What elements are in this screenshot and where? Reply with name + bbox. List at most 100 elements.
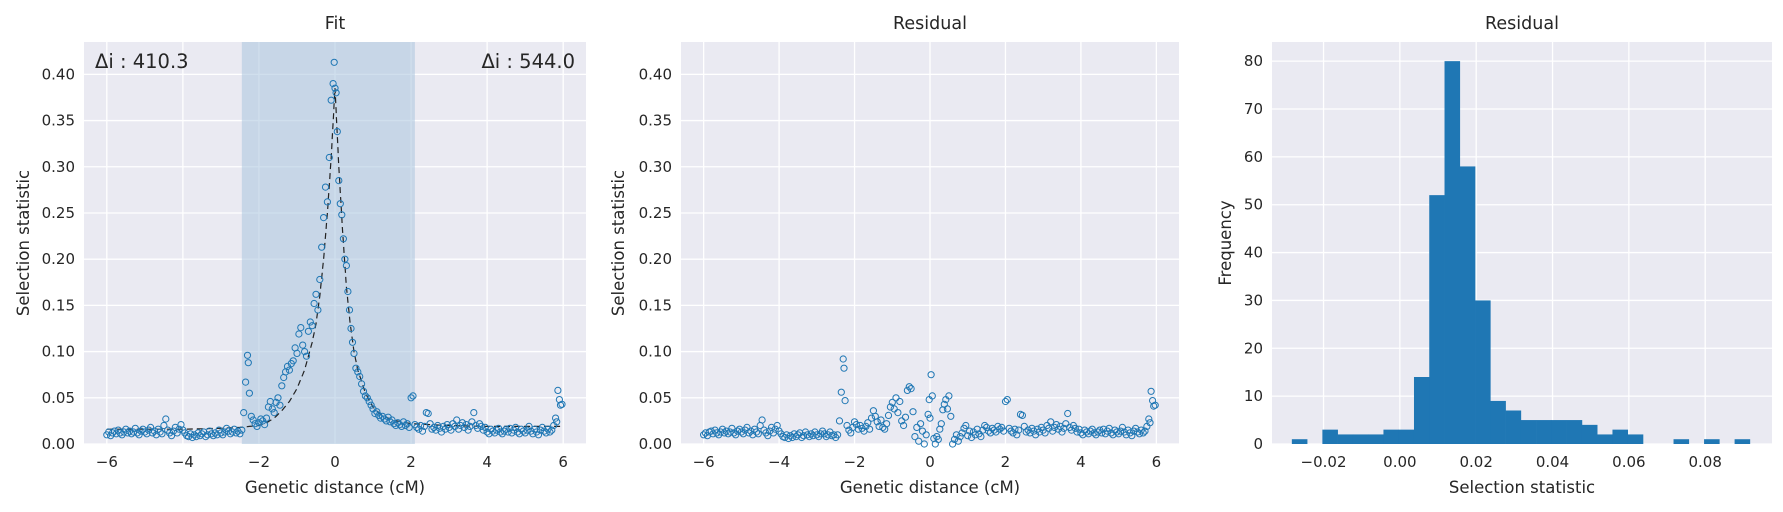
data-point xyxy=(918,427,927,435)
histogram-bar xyxy=(1429,195,1445,444)
data-point xyxy=(553,418,561,426)
data-point xyxy=(1058,428,1066,436)
data-point xyxy=(886,403,895,411)
y-tick-label: 30 xyxy=(1244,291,1263,309)
data-point xyxy=(329,80,337,88)
data-point xyxy=(338,211,346,219)
data-point xyxy=(964,432,972,440)
data-point xyxy=(1007,427,1015,435)
data-point xyxy=(135,431,143,439)
x-tick-label: −2 xyxy=(248,453,270,471)
panel-residual-scatter: −6 −4 −2 0 2 4 6 0.00 0.05 0.10 0.15 0.20 0.25 0.30 0.… xyxy=(609,14,1179,497)
data-point xyxy=(877,416,885,424)
y-tick-label: 0.40 xyxy=(42,65,75,83)
y-tick-label: 0.25 xyxy=(639,204,672,222)
data-point xyxy=(1022,428,1030,436)
data-point xyxy=(1052,421,1061,429)
data-point xyxy=(1041,429,1049,437)
data-point xyxy=(896,397,904,406)
data-point xyxy=(186,430,195,438)
data-point xyxy=(907,385,915,393)
data-point xyxy=(1071,424,1079,432)
data-point xyxy=(489,427,497,435)
data-point xyxy=(217,429,225,437)
data-point xyxy=(301,348,309,356)
y-tick-label: 70 xyxy=(1244,100,1263,118)
data-point xyxy=(332,89,340,97)
data-point xyxy=(525,422,533,430)
data-point xyxy=(238,426,246,434)
data-point xyxy=(202,433,210,441)
histogram-bar xyxy=(1566,420,1583,444)
data-point xyxy=(909,408,917,416)
x-tick-label: −6 xyxy=(96,453,118,471)
data-point xyxy=(728,424,736,432)
data-point xyxy=(158,430,166,438)
y-tick-label: 0.10 xyxy=(639,343,672,361)
data-point xyxy=(913,423,921,431)
data-point xyxy=(720,429,729,437)
y-tick-label: 0.30 xyxy=(639,158,672,176)
data-point xyxy=(718,425,727,433)
y-tick-label: 40 xyxy=(1244,244,1263,262)
data-point xyxy=(249,416,257,424)
chart-title-residual: Residual xyxy=(893,14,967,34)
data-point xyxy=(137,427,145,435)
grid-lines-residual xyxy=(681,42,1179,445)
data-point xyxy=(413,423,421,431)
y-tick-label: 0.10 xyxy=(42,343,75,361)
data-point xyxy=(1009,429,1017,437)
data-point xyxy=(945,392,953,400)
data-point xyxy=(1015,426,1023,434)
data-point xyxy=(162,415,170,423)
data-point xyxy=(771,425,779,433)
data-point xyxy=(973,425,981,433)
data-point xyxy=(335,177,343,185)
histogram-bar xyxy=(1612,429,1629,444)
data-point xyxy=(822,433,830,441)
histogram-bar xyxy=(1597,434,1613,444)
chart-title-fit: Fit xyxy=(325,14,346,34)
data-point xyxy=(500,427,508,435)
data-point xyxy=(1083,428,1091,436)
y-tick-label: 0.05 xyxy=(639,389,672,407)
data-point xyxy=(247,412,255,420)
x-tick-label: −4 xyxy=(172,453,194,471)
x-axis-label-histogram: Selection statistic xyxy=(1449,478,1595,497)
data-point xyxy=(270,409,278,417)
y-tick-label: 0.15 xyxy=(639,296,672,314)
data-point xyxy=(1141,427,1149,435)
data-point xyxy=(148,429,157,437)
data-point xyxy=(243,351,252,359)
data-point xyxy=(318,243,326,251)
data-point xyxy=(314,306,322,314)
data-point xyxy=(253,422,261,430)
data-point xyxy=(956,433,964,441)
data-point xyxy=(133,429,141,437)
y-axis-label-fit: Selection statistic xyxy=(14,170,33,316)
data-point xyxy=(1150,402,1158,410)
data-point xyxy=(289,357,297,365)
data-point xyxy=(922,431,930,439)
data-point xyxy=(348,338,357,346)
histogram-bar xyxy=(1459,166,1476,444)
data-point xyxy=(278,382,286,390)
data-point xyxy=(468,418,476,426)
data-point xyxy=(342,262,350,270)
data-point xyxy=(494,424,503,432)
data-point xyxy=(1047,418,1055,426)
data-point xyxy=(915,437,923,445)
panel-fit: −6 −4 −2 0 2 4 6 0.00 0.05 0.10 0.15 0.20 0.25 0.30 0.… xyxy=(14,14,586,497)
data-point xyxy=(341,255,349,263)
data-point xyxy=(1128,432,1136,440)
data-point xyxy=(352,364,360,372)
data-point xyxy=(192,433,200,441)
data-point xyxy=(783,431,791,439)
data-point xyxy=(1018,411,1027,419)
data-point xyxy=(297,324,305,332)
data-point xyxy=(996,425,1004,433)
data-point xyxy=(927,371,935,379)
data-point xyxy=(903,386,912,394)
histogram-bar xyxy=(1490,400,1506,444)
data-point xyxy=(949,440,957,448)
